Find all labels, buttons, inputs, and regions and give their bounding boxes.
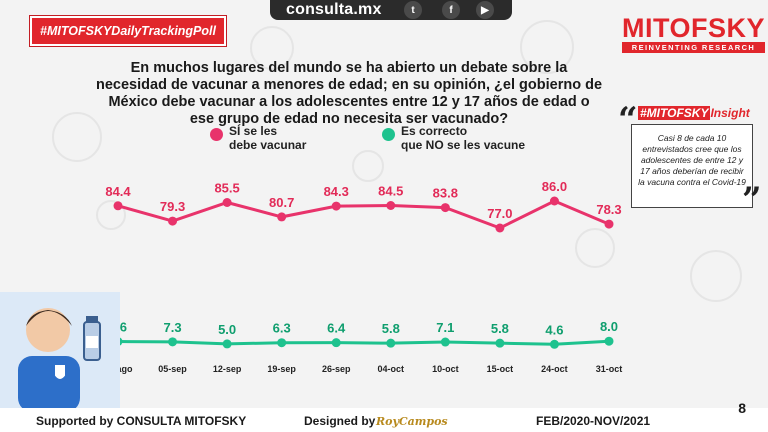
- data-label: 84.3: [324, 184, 349, 199]
- x-tick-label: 05-sep: [158, 364, 187, 374]
- data-point: [277, 212, 287, 222]
- survey-question: En muchos lugares del mundo se ha abiert…: [96, 60, 603, 127]
- tracking-poll-tag: #MITOFSKYDailyTrackingPoll: [30, 16, 226, 46]
- data-label: 7.3: [164, 320, 182, 335]
- data-point: [168, 337, 178, 347]
- data-point: [604, 219, 614, 229]
- data-point: [331, 201, 341, 211]
- logo-subtitle: REINVENTING RESEARCH: [622, 42, 766, 53]
- top-bar: consulta.mx t f ▶: [270, 0, 512, 20]
- data-label: 83.8: [433, 186, 458, 201]
- data-label: 5.8: [382, 321, 400, 336]
- virus-decoration: [690, 250, 742, 302]
- mitofsky-logo: MITOFSKY REINVENTING RESEARCH: [622, 13, 766, 53]
- insight-title-suffix: Insight: [710, 106, 750, 120]
- data-point: [440, 203, 450, 213]
- data-label: 77.0: [487, 206, 512, 221]
- legend-label-yes-line1: SÍ se les: [229, 124, 278, 138]
- data-point: [222, 339, 232, 349]
- virus-decoration: [52, 112, 102, 162]
- x-tick-label: 31-oct: [596, 364, 623, 374]
- footer: Supported by CONSULTA MITOFSKY Designed …: [0, 408, 768, 432]
- data-label: 78.3: [596, 202, 621, 217]
- x-tick-label: 12-sep: [213, 364, 242, 374]
- data-point: [277, 338, 287, 348]
- close-quote-icon: ”: [742, 180, 762, 220]
- x-tick-label: 15-oct: [487, 364, 514, 374]
- data-point: [222, 198, 232, 207]
- x-tick-label: 10-oct: [432, 364, 459, 374]
- data-point: [549, 339, 559, 349]
- footer-supported: Supported by CONSULTA MITOFSKY: [36, 414, 247, 428]
- data-label: 80.7: [269, 195, 294, 210]
- data-label: 85.5: [214, 181, 239, 196]
- virus-decoration: [250, 26, 294, 70]
- data-point: [331, 338, 341, 348]
- data-label: 84.4: [105, 184, 131, 199]
- data-point: [549, 196, 559, 206]
- site-name[interactable]: consulta.mx: [286, 1, 382, 18]
- legend-item-no: Es correcto que NO se les vacune: [382, 124, 525, 152]
- data-label: 79.3: [160, 199, 185, 214]
- insight-text: Casi 8 de cada 10 entrevistados cree que…: [638, 133, 746, 187]
- twitter-icon[interactable]: t: [404, 1, 422, 19]
- insight-box: Casi 8 de cada 10 entrevistados cree que…: [631, 124, 753, 208]
- data-point: [386, 338, 396, 348]
- data-label: 8.0: [600, 319, 618, 334]
- virus-decoration: [575, 228, 615, 268]
- insight-title: #MITOFSKY Insight: [638, 106, 750, 120]
- virus-decoration: [352, 150, 384, 182]
- data-point: [495, 338, 505, 348]
- footer-period: FEB/2020-NOV/2021: [536, 414, 651, 428]
- data-point: [386, 201, 396, 210]
- x-tick-label: 04-oct: [378, 364, 405, 374]
- footer-designer: RoyCampos: [376, 415, 448, 428]
- x-tick-label: 24-oct: [541, 364, 568, 374]
- data-label: 6.4: [327, 321, 346, 336]
- youtube-icon[interactable]: ▶: [476, 1, 494, 19]
- data-label: 5.8: [491, 321, 509, 336]
- footer-designed: Designed by: [304, 414, 376, 428]
- data-point: [440, 337, 450, 347]
- x-tick-label: 26-sep: [322, 364, 351, 374]
- x-tick-label: 19-sep: [267, 364, 296, 374]
- data-label: 7.1: [436, 320, 454, 335]
- data-point: [495, 223, 505, 233]
- legend-label-no-line1: Es correcto: [401, 124, 468, 138]
- page-number: 8: [738, 400, 746, 416]
- virus-decoration: [520, 20, 574, 74]
- data-label: 84.5: [378, 184, 403, 199]
- legend-swatch-yes: [210, 128, 223, 141]
- data-point: [604, 336, 614, 346]
- data-point: [113, 201, 123, 211]
- series-line-1: [117, 199, 610, 230]
- data-point: [168, 216, 178, 226]
- virus-decoration: [96, 200, 126, 230]
- series-line-2: [117, 339, 610, 346]
- insight-title-prefix: #MITOFSKY: [638, 106, 711, 120]
- logo-name: MITOFSKY: [622, 13, 766, 43]
- legend-swatch-no: [382, 128, 395, 141]
- facebook-icon[interactable]: f: [442, 1, 460, 19]
- data-label: 6.3: [273, 321, 291, 336]
- mascot-illustration: [0, 292, 120, 412]
- data-label: 86.0: [542, 179, 567, 194]
- legend-label-yes-line2: debe vacunar: [229, 138, 307, 152]
- data-label: 4.6: [545, 322, 563, 337]
- data-label: 5.0: [218, 322, 236, 337]
- legend-label-no-line2: que NO se les vacune: [401, 138, 526, 152]
- legend-item-yes: SÍ se les debe vacunar: [210, 124, 306, 152]
